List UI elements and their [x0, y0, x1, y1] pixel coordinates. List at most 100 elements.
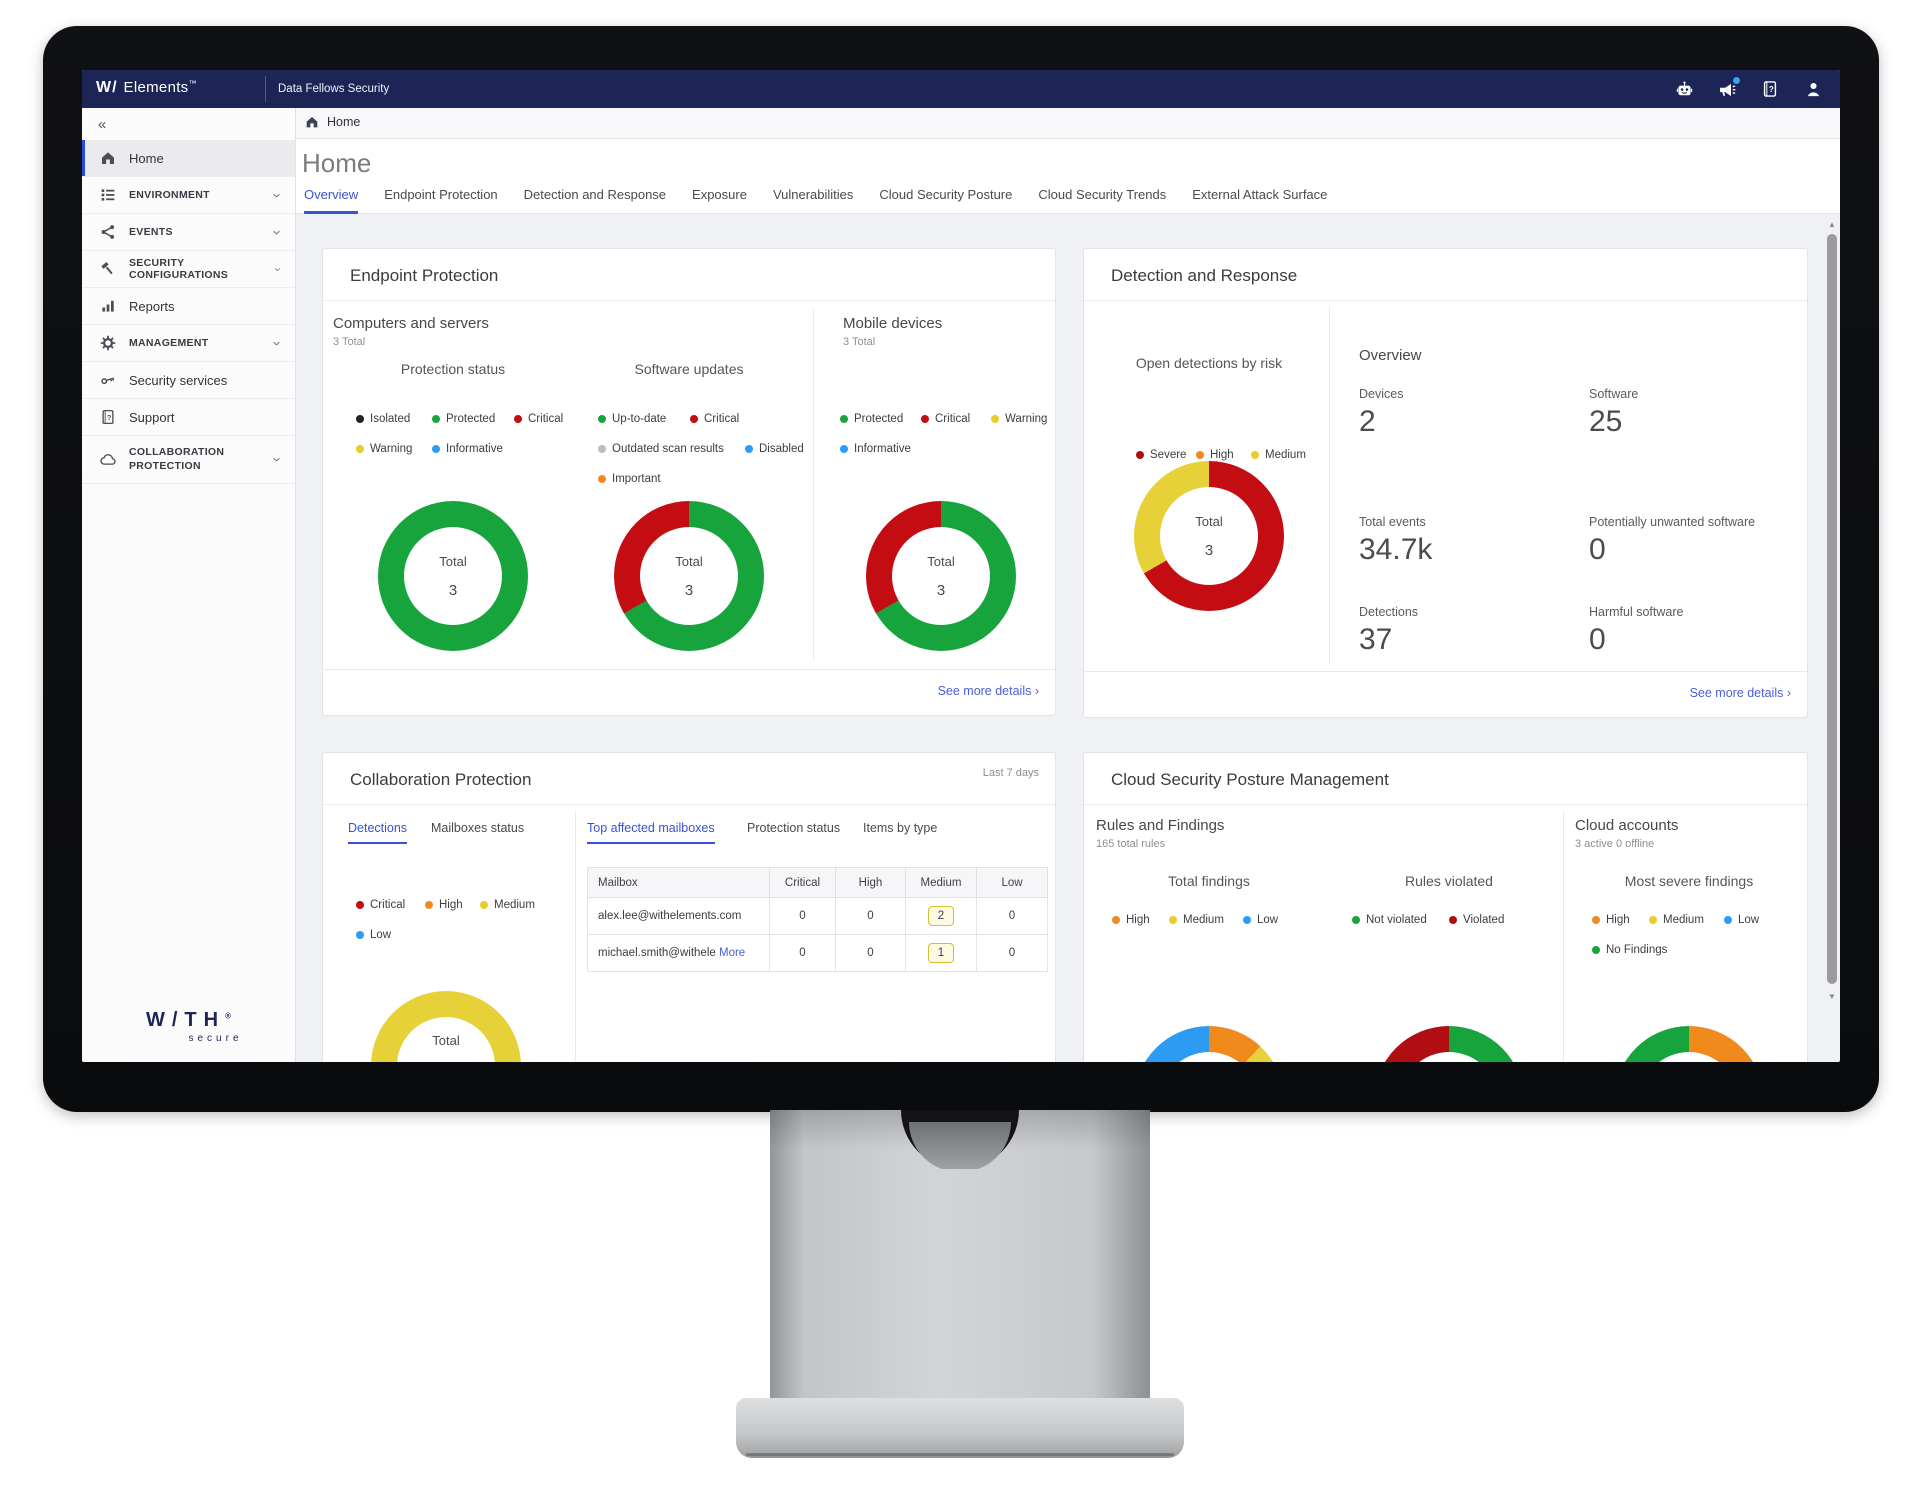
- legend-item: Medium: [480, 899, 535, 911]
- svg-text:?: ?: [1769, 84, 1774, 94]
- tab-endpoint-protection[interactable]: Endpoint Protection: [384, 187, 498, 202]
- tab-items-by-type[interactable]: Items by type: [863, 821, 938, 835]
- tab-vulnerabilities[interactable]: Vulnerabilities: [772, 187, 854, 202]
- legend-item: Severe: [1136, 449, 1186, 461]
- legend-item: Low: [1243, 914, 1278, 926]
- sidebar-item-environment[interactable]: ENVIRONMENT: [82, 177, 295, 214]
- col-header-low: Low: [976, 867, 1048, 898]
- most-severe-findings-title: Most severe findings: [1624, 873, 1754, 889]
- tab-detections[interactable]: Detections: [348, 821, 408, 844]
- most-severe-findings-donut: Total: [1614, 1026, 1764, 1062]
- scroll-up-arrow[interactable]: ▲: [1828, 220, 1836, 229]
- tab-protection-status[interactable]: Protection status: [747, 821, 841, 835]
- sidebar-item-support[interactable]: ? Support: [82, 399, 295, 436]
- monitor-stand-notch: [901, 1110, 1019, 1169]
- monitor-stand-base: [736, 1398, 1184, 1458]
- top-affected-mailboxes-table: Mailbox Critical High Medium Low alex.le…: [587, 867, 1048, 972]
- stat-value: 37: [1359, 623, 1393, 656]
- gear-icon: [100, 335, 116, 351]
- total-findings-title: Total findings: [1168, 873, 1250, 889]
- sidebar-item-events[interactable]: EVENTS: [82, 214, 295, 251]
- stat-label: Harmful software: [1589, 605, 1684, 619]
- tab-cloud-security-trends[interactable]: Cloud Security Trends: [1038, 187, 1167, 202]
- tab-detection-and-response[interactable]: Detection and Response: [523, 187, 667, 202]
- software-updates-donut: Total 3: [614, 501, 764, 651]
- topbar-divider: [265, 76, 266, 102]
- top-app-bar: W/Elements™ Data Fellows Security ?: [82, 70, 1840, 108]
- medium-count-badge: 1: [928, 943, 954, 963]
- total-findings-donut: Total: [1134, 1026, 1284, 1062]
- mobile-devices-title: Mobile devices: [843, 315, 943, 332]
- protection-status-donut: Total 3: [378, 501, 528, 651]
- legend-item: Medium: [1649, 914, 1704, 926]
- see-more-details-link[interactable]: See more details ›: [1689, 686, 1791, 700]
- card-title: Detection and Response: [1111, 266, 1298, 285]
- card-title: Endpoint Protection: [350, 266, 499, 285]
- breadcrumb[interactable]: Home: [304, 114, 360, 130]
- legend-item: No Findings: [1592, 944, 1667, 956]
- cloud-accounts-title: Cloud accounts: [1575, 817, 1679, 834]
- assistant-robot-icon[interactable]: [1673, 78, 1695, 100]
- tab-mailboxes-status[interactable]: Mailboxes status: [431, 821, 525, 835]
- legend-item: Medium: [1251, 449, 1306, 461]
- collaboration-detections-donut: Total: [371, 991, 521, 1062]
- cloud-accounts-sub: 3 active 0 offline: [1575, 838, 1655, 850]
- account-user-icon[interactable]: [1802, 78, 1824, 100]
- sidebar-item-security-configurations[interactable]: SECURITY CONFIGURATIONS: [82, 251, 295, 288]
- chevron-down-icon: [273, 341, 280, 346]
- stat-value: 25: [1589, 405, 1623, 438]
- help-guide-icon[interactable]: ?: [1759, 78, 1781, 100]
- section-divider: [1563, 811, 1564, 1062]
- tab-cloud-security-posture[interactable]: Cloud Security Posture: [879, 187, 1013, 202]
- legend-item: Warning: [356, 443, 412, 455]
- legend-item: High: [1112, 914, 1150, 926]
- legend-item: Critical: [514, 413, 563, 425]
- legend-item: Disabled: [745, 443, 804, 455]
- legend-item: Outdated scan results: [598, 443, 724, 455]
- chevron-down-icon: [273, 230, 280, 235]
- computers-servers-total: 3 Total: [333, 336, 366, 348]
- period-label: Last 7 days: [982, 767, 1039, 779]
- protection-status-title: Protection status: [400, 361, 506, 377]
- rules-and-findings-title: Rules and Findings: [1096, 817, 1225, 834]
- legend-item: Informative: [840, 443, 911, 455]
- card-collaboration-protection: Collaboration Protection Last 7 days Det…: [322, 752, 1056, 1062]
- legend-item: High: [1196, 449, 1234, 461]
- breadcrumb-bar: Home: [296, 108, 1840, 139]
- logo-mark: W/: [96, 79, 118, 96]
- sidebar-item-reports[interactable]: Reports: [82, 288, 295, 325]
- stat-value: 2: [1359, 405, 1376, 438]
- legend-item: Medium: [1169, 914, 1224, 926]
- sidebar-item-collaboration-protection[interactable]: COLLABORATION PROTECTION: [82, 436, 295, 484]
- table-row: michael.smith@withele More 0 0 1 0: [587, 934, 1048, 972]
- see-more-details-link[interactable]: See more details ›: [937, 684, 1039, 698]
- tab-overview[interactable]: Overview: [304, 187, 359, 214]
- more-link[interactable]: More: [718, 947, 746, 959]
- section-divider: [813, 309, 814, 661]
- sidebar-collapse-button[interactable]: «: [82, 108, 295, 140]
- share-nodes-icon: [101, 225, 115, 239]
- open-detections-title: Open detections by risk: [1135, 355, 1283, 371]
- legend-item: Protected: [432, 413, 495, 425]
- cloud-icon: [100, 453, 116, 465]
- sidebar-item-security-services[interactable]: Security services: [82, 362, 295, 399]
- rules-and-findings-sub: 165 total rules: [1096, 838, 1166, 850]
- legend-item: High: [1592, 914, 1630, 926]
- mobile-devices-total: 3 Total: [843, 336, 876, 348]
- sidebar-item-management[interactable]: MANAGEMENT: [82, 325, 295, 362]
- mobile-devices-donut: Total 3: [866, 501, 1016, 651]
- tab-top-affected-mailboxes[interactable]: Top affected mailboxes: [587, 821, 715, 844]
- scroll-down-arrow[interactable]: ▼: [1828, 992, 1836, 1001]
- sidebar-item-home[interactable]: Home: [82, 140, 295, 177]
- legend-item: Critical: [921, 413, 970, 425]
- stat-label: Devices: [1359, 387, 1404, 401]
- computers-servers-title: Computers and servers: [333, 315, 489, 332]
- announcements-megaphone-icon[interactable]: [1716, 77, 1740, 100]
- legend-item: Not violated: [1352, 914, 1427, 926]
- home-icon: [102, 152, 114, 164]
- tab-external-attack-surface[interactable]: External Attack Surface: [1192, 187, 1328, 202]
- scrollbar-thumb[interactable]: [1827, 234, 1837, 984]
- legend-item: Warning: [991, 413, 1047, 425]
- page-header-band: [296, 139, 1840, 214]
- tab-exposure[interactable]: Exposure: [692, 187, 747, 202]
